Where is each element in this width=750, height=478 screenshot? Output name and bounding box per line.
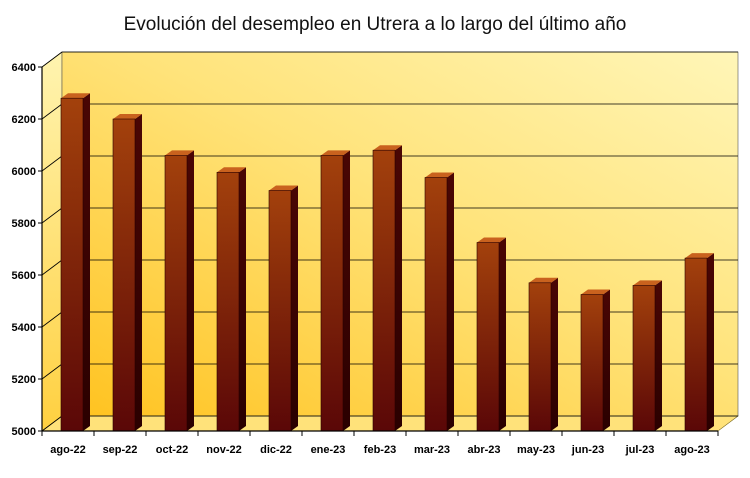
bar (684, 253, 714, 432)
bar (112, 114, 142, 432)
bar-top (61, 93, 90, 99)
bar (476, 237, 506, 432)
gridline-depth (41, 363, 63, 380)
bar (528, 277, 558, 432)
bar-side (551, 277, 558, 431)
bar-top (269, 185, 298, 191)
bar-top (321, 150, 350, 156)
bar-front (632, 285, 656, 432)
bar-side (343, 150, 350, 431)
bar (372, 145, 402, 432)
bar-top (217, 167, 246, 173)
y-tick-label: 6000 (12, 166, 36, 178)
y-tick-label: 5200 (12, 374, 36, 386)
bar-top (425, 172, 454, 178)
gridline-depth (41, 207, 63, 224)
x-tick-label: feb-23 (364, 444, 396, 456)
y-tick-label: 5400 (12, 322, 36, 334)
bar (424, 172, 454, 432)
bar-top (165, 150, 194, 156)
bar (60, 93, 90, 432)
x-tick-label: dic-22 (260, 444, 292, 456)
x-tick-label: ago-22 (50, 444, 85, 456)
x-tick-labels: ago-22 sep-22 oct-22 nov-22 dic-22 ene-23 feb-… (50, 444, 709, 456)
chart-title: Evolución del desempleo en Utrera a lo l… (123, 14, 627, 35)
gridline-depth (41, 259, 63, 276)
bar-front (164, 155, 188, 432)
bar (580, 289, 610, 432)
bar (320, 150, 350, 432)
x-tick-label: ago-23 (674, 444, 709, 456)
bar (268, 185, 298, 432)
y-tick-label: 5800 (12, 218, 36, 230)
gridline-depth (41, 103, 63, 120)
bar-side (83, 93, 90, 431)
bar (164, 150, 194, 432)
y-tick-labels: 5000 5200 5400 5600 5800 6000 6200 6400 (12, 62, 36, 438)
x-tick-label: jul-23 (625, 444, 655, 456)
y-tick-label: 6200 (12, 114, 36, 126)
bar-side (499, 237, 506, 431)
bar-side (291, 185, 298, 431)
bar-side (447, 172, 454, 431)
bar-front (476, 242, 500, 432)
bar-side (395, 145, 402, 431)
bar-top (477, 237, 506, 243)
bar-top (113, 114, 142, 119)
x-tick-label: ene-23 (311, 444, 346, 456)
axes (38, 66, 719, 436)
bar-side (707, 253, 714, 431)
bar-top (685, 253, 714, 259)
gridline-depth (41, 51, 63, 68)
gridline-depth (41, 155, 63, 172)
bar-top (373, 145, 402, 151)
bar-front (320, 155, 344, 432)
x-tick-label: sep-22 (103, 444, 138, 456)
bar-front (580, 294, 604, 432)
bar-front (216, 172, 240, 432)
y-tick-label: 5000 (12, 426, 36, 438)
bar-front (372, 149, 396, 432)
x-tick-label: jun-23 (571, 444, 604, 456)
bar-top (581, 289, 610, 295)
bar-side (655, 280, 662, 431)
y-tick-label: 5600 (12, 270, 36, 282)
plot-side-wall (41, 51, 63, 432)
bar-front (424, 177, 448, 432)
bar (216, 167, 246, 432)
bar-front (112, 118, 136, 432)
bars (60, 93, 714, 432)
x-tick-label: may-23 (517, 444, 555, 456)
bar-side (603, 289, 610, 431)
bar-top (633, 280, 662, 286)
x-tick-label: nov-22 (206, 444, 241, 456)
y-tick-label: 6400 (12, 62, 36, 74)
bar-front (268, 190, 292, 432)
bar-side (239, 167, 246, 432)
bar-front (60, 97, 84, 432)
bar-side (187, 150, 194, 431)
gridline-depth (41, 415, 63, 432)
x-tick-label: oct-22 (156, 444, 188, 456)
bar (632, 280, 662, 432)
x-tick-label: mar-23 (414, 444, 450, 456)
bar-side (135, 114, 142, 431)
gridline-depth (41, 311, 63, 328)
bar-front (684, 257, 708, 432)
bar-top (529, 277, 558, 283)
bar-front (528, 282, 552, 432)
x-tick-label: abr-23 (467, 444, 500, 456)
